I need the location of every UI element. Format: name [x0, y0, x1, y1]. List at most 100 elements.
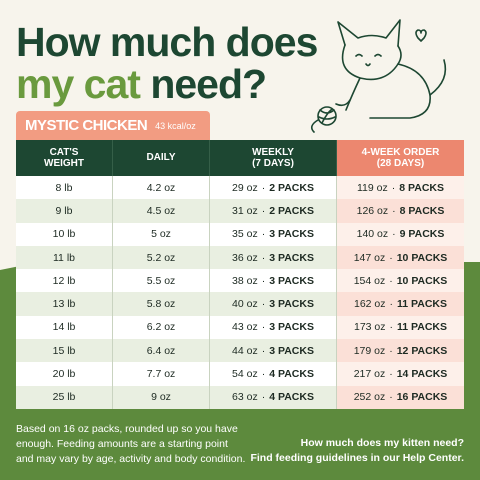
help-line: Find feeding guidelines in our Help Cent…: [250, 452, 464, 465]
daily-cell: 5.2 oz: [113, 245, 210, 270]
help-line: How much does my kitten need?: [300, 437, 464, 449]
weight-cell: 13 lb: [16, 292, 113, 316]
title-line: How much does: [16, 19, 318, 65]
separator: ·: [261, 344, 266, 357]
weekly-packs: 3 PACKS: [269, 298, 314, 311]
weekly-packs: 4 PACKS: [269, 368, 314, 381]
weekly-oz: 29 oz: [232, 181, 258, 194]
weekly-cell: 44 oz · 3 PACKS: [210, 339, 337, 363]
monthly-packs: 16 PACKS: [396, 391, 448, 404]
daily-cell: 4.2 oz: [113, 176, 210, 200]
weekly-oz: 38 oz: [232, 274, 258, 287]
monthly-packs: 8 PACKS: [399, 181, 444, 194]
cat-illustration: [310, 19, 447, 133]
separator: ·: [392, 204, 396, 217]
monthly-packs: 10 PACKS: [396, 274, 448, 287]
monthly-packs: 11 PACKS: [397, 298, 448, 311]
weekly-cell: 29 oz · 2 PACKS: [210, 176, 337, 200]
weekly-cell: 63 oz · 4 PACKS: [210, 385, 337, 409]
monthly-packs: 14 PACKS: [396, 368, 448, 381]
header-line: 4-WEEK ORDER: [361, 146, 440, 158]
separator: ·: [389, 298, 394, 311]
monthly-cell: 147 oz · 10 PACKS: [337, 245, 464, 270]
weekly-cell: 40 oz · 3 PACKS: [210, 292, 337, 316]
daily-cell: 9 oz: [113, 385, 210, 409]
separator: ·: [391, 181, 396, 194]
monthly-cell: 154 oz · 10 PACKS: [337, 269, 464, 293]
weight-cell: 8 lb: [16, 176, 113, 200]
weekly-packs: 3 PACKS: [269, 251, 314, 264]
weight-cell: 10 lb: [16, 222, 113, 246]
header-line: (28 DAYS): [376, 158, 425, 169]
weight-cell: 25 lb: [16, 385, 113, 409]
separator: ·: [261, 391, 266, 404]
header-cell: 4-WEEK ORDER (28 DAYS): [337, 140, 464, 176]
monthly-oz: 140 oz: [356, 228, 389, 241]
header-line: WEEKLY: [252, 146, 294, 158]
header-cell: WEEKLY (7 DAYS): [210, 140, 337, 176]
monthly-oz: 173 oz: [353, 321, 386, 334]
daily-cell: 6.2 oz: [113, 315, 210, 340]
daily-cell: 4.5 oz: [113, 199, 210, 223]
separator: ·: [261, 204, 266, 217]
separator: ·: [389, 251, 393, 264]
monthly-cell: 252 oz · 16 PACKS: [337, 385, 464, 409]
daily-cell: 5 oz: [113, 222, 210, 246]
monthly-cell: 140 oz · 9 PACKS: [337, 222, 464, 246]
monthly-packs: 8 PACKS: [399, 204, 445, 217]
monthly-oz: 217 oz: [353, 368, 386, 381]
title-highlight: my cat: [16, 61, 141, 107]
weekly-cell: 54 oz · 4 PACKS: [210, 362, 337, 386]
separator: ·: [389, 391, 393, 404]
weekly-oz: 54 oz: [232, 368, 258, 381]
monthly-cell: 126 oz · 8 PACKS: [337, 199, 464, 223]
help-link[interactable]: How much does my kitten need? Find feedi…: [250, 436, 464, 466]
title-line: my cat need?: [16, 61, 267, 107]
monthly-oz: 147 oz: [353, 251, 386, 264]
footnote: Based on 16 oz packs, rounded up so you …: [16, 423, 246, 466]
weekly-packs: 2 PACKS: [269, 181, 314, 194]
weekly-oz: 35 oz: [232, 228, 258, 241]
monthly-packs: 10 PACKS: [396, 251, 448, 264]
separator: ·: [261, 251, 266, 264]
weekly-oz: 63 oz: [232, 391, 258, 404]
weekly-packs: 3 PACKS: [269, 321, 314, 334]
separator: ·: [261, 181, 266, 194]
product-badge: MYSTIC CHICKEN 43 kcal/oz: [16, 111, 210, 140]
weekly-oz: 31 oz: [232, 204, 258, 217]
weekly-cell: 43 oz · 3 PACKS: [210, 315, 337, 340]
weekly-packs: 2 PACKS: [269, 204, 314, 217]
monthly-oz: 162 oz: [353, 298, 386, 311]
daily-cell: 6.4 oz: [113, 339, 210, 363]
product-kcal: 43 kcal/oz: [155, 120, 196, 131]
separator: ·: [261, 274, 266, 287]
weekly-packs: 4 PACKS: [269, 391, 314, 404]
monthly-cell: 162 oz · 11 PACKS: [337, 292, 464, 316]
separator: ·: [261, 228, 266, 241]
monthly-oz: 154 oz: [353, 274, 386, 287]
weekly-oz: 43 oz: [232, 321, 258, 334]
daily-cell: 7.7 oz: [113, 362, 210, 386]
daily-cell: 5.5 oz: [113, 269, 210, 293]
monthly-cell: 173 oz · 11 PACKS: [337, 315, 464, 340]
monthly-oz: 252 oz: [353, 391, 386, 404]
header-cell: DAILY: [113, 140, 210, 176]
weekly-cell: 31 oz · 2 PACKS: [210, 199, 337, 223]
weight-cell: 14 lb: [16, 315, 113, 340]
weight-cell: 20 lb: [16, 362, 113, 386]
separator: ·: [389, 274, 393, 287]
weekly-packs: 3 PACKS: [269, 344, 314, 357]
header-line: DAILY: [146, 152, 176, 164]
header-cell: CAT'S WEIGHT: [16, 140, 113, 176]
separator: ·: [389, 321, 394, 334]
daily-cell: 5.8 oz: [113, 292, 210, 316]
monthly-cell: 179 oz · 12 PACKS: [337, 339, 464, 363]
weekly-cell: 36 oz · 3 PACKS: [210, 245, 337, 270]
monthly-packs: 11 PACKS: [397, 321, 448, 334]
weight-cell: 12 lb: [16, 269, 113, 293]
monthly-packs: 9 PACKS: [399, 228, 445, 241]
weekly-oz: 36 oz: [232, 251, 258, 264]
title-rest: need?: [150, 61, 267, 107]
weight-cell: 11 lb: [16, 245, 113, 270]
separator: ·: [261, 368, 266, 381]
